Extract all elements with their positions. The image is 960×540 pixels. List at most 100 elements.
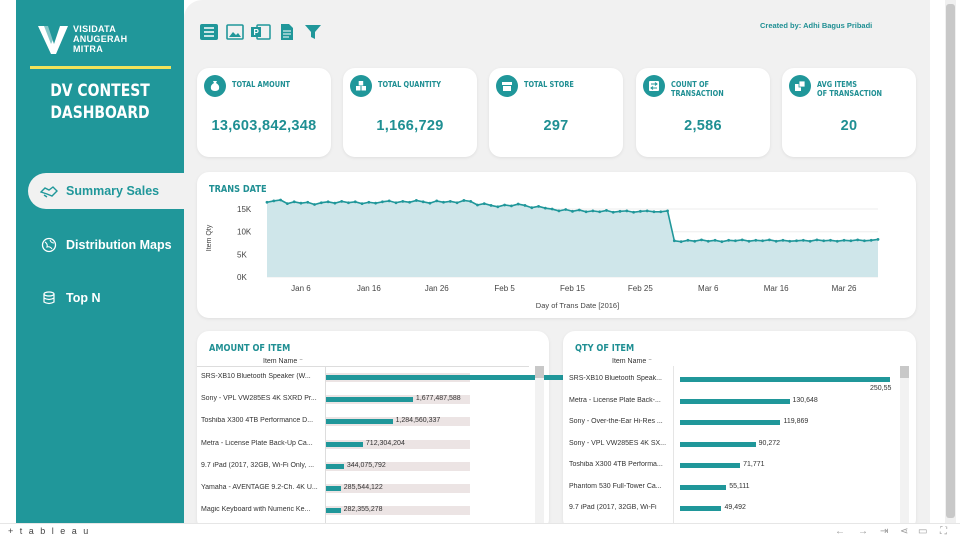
bar[interactable]	[680, 377, 890, 382]
data-point[interactable]	[598, 210, 602, 214]
data-point[interactable]	[849, 239, 853, 243]
data-point[interactable]	[632, 210, 635, 214]
bar[interactable]	[326, 419, 393, 425]
data-point[interactable]	[313, 203, 316, 206]
qty-list-scrollbar-thumb[interactable]	[900, 366, 909, 378]
data-point[interactable]	[340, 199, 344, 203]
data-point[interactable]	[686, 238, 690, 242]
data-point[interactable]	[476, 203, 479, 207]
data-point[interactable]	[788, 239, 792, 243]
item-name-label[interactable]: Yamaha - AVENTAGE 9.2-Ch. 4K U...	[201, 484, 318, 491]
list-icon[interactable]	[199, 22, 219, 42]
data-point[interactable]	[421, 200, 425, 204]
data-point[interactable]	[679, 240, 683, 244]
data-point[interactable]	[319, 201, 323, 205]
data-point[interactable]	[530, 206, 534, 210]
data-point[interactable]	[448, 199, 452, 203]
data-point[interactable]	[503, 203, 507, 207]
data-point[interactable]	[462, 199, 466, 202]
data-point[interactable]	[829, 238, 832, 242]
data-point[interactable]	[781, 238, 785, 242]
data-point[interactable]	[387, 199, 391, 203]
data-point[interactable]	[659, 210, 663, 214]
data-point[interactable]	[625, 209, 629, 213]
data-point[interactable]	[469, 199, 473, 203]
trans-date-area-chart[interactable]: 0K 5K 10K 15K Jan 6 Jan 16 Jan 26 Feb 5 Feb 15 Fe…	[197, 172, 916, 318]
revert-icon[interactable]: ⇥	[880, 526, 889, 537]
data-point[interactable]	[801, 238, 805, 242]
data-point[interactable]	[516, 202, 520, 206]
data-point[interactable]	[285, 202, 289, 206]
data-point[interactable]	[381, 200, 384, 204]
powerpoint-icon[interactable]: P	[251, 22, 271, 42]
data-point[interactable]	[700, 238, 703, 242]
data-point[interactable]	[537, 204, 540, 208]
redo-icon[interactable]: →	[858, 526, 868, 537]
data-point[interactable]	[863, 239, 866, 243]
data-point[interactable]	[557, 209, 561, 213]
data-point[interactable]	[584, 210, 588, 214]
data-point[interactable]	[279, 198, 282, 202]
data-point[interactable]	[876, 238, 880, 241]
item-name-label[interactable]: Sony - Over-the-Ear Hi-Res ...	[569, 418, 663, 425]
data-point[interactable]	[577, 208, 581, 212]
data-point[interactable]	[856, 238, 860, 242]
sort-icon[interactable]: ⁼	[648, 358, 652, 365]
data-point[interactable]	[842, 238, 846, 242]
data-point[interactable]	[774, 239, 778, 243]
bar[interactable]	[326, 486, 341, 491]
item-name-label[interactable]: Sony - VPL VW285ES 4K SXRD Pr...	[201, 395, 317, 403]
item-name-label[interactable]: Toshiba X300 4TB Performa...	[569, 461, 663, 468]
data-point[interactable]	[523, 204, 527, 207]
data-point[interactable]	[401, 199, 405, 203]
data-point[interactable]	[652, 210, 656, 214]
data-point[interactable]	[720, 240, 724, 244]
bar[interactable]	[680, 506, 722, 511]
data-point[interactable]	[808, 239, 812, 243]
share-icon[interactable]: ⋖	[900, 526, 909, 537]
item-name-label[interactable]: 9.7 iPad (2017, 32GB, Wi-Fi	[569, 504, 657, 511]
item-name-label[interactable]: Metra - License Plate Back-...	[569, 396, 661, 404]
data-point[interactable]	[706, 239, 710, 243]
amount-list-scrollbar[interactable]	[535, 366, 544, 526]
data-point[interactable]	[693, 239, 697, 243]
data-point[interactable]	[767, 238, 771, 242]
download-icon[interactable]: ▭	[918, 526, 928, 537]
data-point[interactable]	[326, 200, 330, 204]
item-name-label[interactable]: Sony - VPL VW285ES 4K SX...	[569, 439, 667, 447]
data-point[interactable]	[672, 239, 676, 243]
data-point[interactable]	[435, 199, 439, 203]
data-point[interactable]	[815, 238, 819, 242]
data-point[interactable]	[713, 238, 717, 242]
data-point[interactable]	[360, 202, 364, 206]
data-point[interactable]	[754, 238, 758, 242]
qty-list-scrollbar[interactable]	[900, 366, 909, 526]
data-point[interactable]	[306, 200, 310, 204]
data-point[interactable]	[666, 209, 669, 213]
data-point[interactable]	[428, 201, 432, 205]
bar[interactable]	[680, 398, 790, 404]
data-point[interactable]	[489, 204, 493, 207]
data-point[interactable]	[408, 200, 411, 204]
data-point[interactable]	[353, 200, 357, 204]
nav-item-top-n[interactable]: Top N	[28, 280, 184, 316]
data-point[interactable]	[605, 209, 608, 212]
data-point[interactable]	[740, 238, 744, 242]
fullscreen-icon[interactable]: ⛶	[940, 526, 947, 537]
item-name-label[interactable]: SRS-XB10 Bluetooth Speaker (W...	[201, 373, 311, 380]
bar[interactable]	[326, 508, 341, 514]
bar[interactable]	[680, 484, 727, 490]
item-name-header[interactable]: Item Name ⁼	[263, 358, 303, 365]
data-point[interactable]	[455, 201, 459, 205]
tableau-logo[interactable]: + t a b l e a u	[8, 526, 91, 536]
bar[interactable]	[680, 463, 741, 468]
bar[interactable]	[326, 463, 344, 469]
bar[interactable]	[326, 397, 413, 403]
data-point[interactable]	[638, 209, 642, 213]
data-point[interactable]	[510, 204, 513, 208]
data-point[interactable]	[761, 239, 764, 243]
item-name-header[interactable]: Item Name ⁼	[612, 358, 652, 365]
item-name-label[interactable]: Metra - License Plate Back-Up Ca...	[201, 439, 313, 447]
data-point[interactable]	[727, 238, 731, 242]
data-point[interactable]	[442, 200, 445, 204]
